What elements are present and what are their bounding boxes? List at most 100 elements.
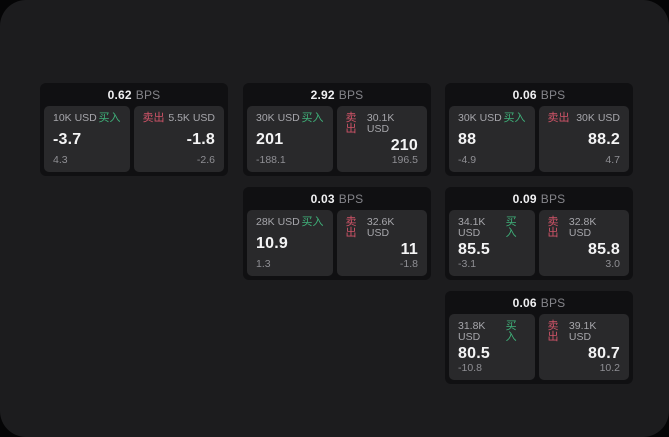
sell-quote-panel[interactable]: 卖出 39.1K USD 80.7 10.2 <box>538 314 629 380</box>
sell-delta-value: 10.2 <box>599 362 620 374</box>
sell-size-label: 30.1K USD <box>366 112 395 135</box>
buy-price-value: 10.9 <box>256 235 288 252</box>
bps-unit-label: BPS <box>338 87 364 102</box>
buy-size-label: 31.8K USD <box>458 320 486 343</box>
sell-side-label: 卖出 <box>547 112 570 124</box>
quote-panels: 28K USD 买入 10.9 1.3 卖出 32.6K USD 11 -1.8 <box>243 210 431 280</box>
sell-delta-value: 4.7 <box>605 154 620 166</box>
sell-quote-panel[interactable]: 卖出 32.8K USD 85.8 3.0 <box>538 210 629 276</box>
sell-size-label: 32.8K USD <box>568 216 597 239</box>
buy-delta-value: -4.9 <box>458 154 477 166</box>
buy-labels-row: 31.8K USD 买入 <box>458 321 526 343</box>
buy-price-value: -3.7 <box>53 131 82 148</box>
bps-value: 0.62 <box>107 87 132 102</box>
buy-price-value: 201 <box>256 131 284 148</box>
buy-price-value: 88 <box>458 131 477 148</box>
buy-quote-panel[interactable]: 31.8K USD 买入 80.5 -10.8 <box>449 314 535 380</box>
buy-labels-row: 30K USD 买入 <box>256 113 324 124</box>
sell-labels-row: 卖出 5.5K USD <box>143 113 216 124</box>
quote-panels: 30K USD 买入 88 -4.9 卖出 30K USD 88.2 4.7 <box>445 106 633 176</box>
buy-delta-value: -10.8 <box>458 362 482 374</box>
sell-delta-value: 3.0 <box>605 258 620 270</box>
buy-quote-panel[interactable]: 34.1K USD 买入 85.5 -3.1 <box>449 210 535 276</box>
sell-labels-row: 卖出 30K USD <box>548 113 621 124</box>
sell-side-label: 卖出 <box>142 112 165 124</box>
sell-price-value: -1.8 <box>186 131 215 148</box>
buy-delta-value: 1.3 <box>256 258 271 270</box>
buy-side-label: 买入 <box>301 216 324 228</box>
buy-side-label: 买入 <box>505 216 517 239</box>
sell-quote-panel[interactable]: 卖出 32.6K USD 11 -1.8 <box>336 210 427 276</box>
quote-panels: 30K USD 买入 201 -188.1 卖出 30.1K USD 210 1… <box>243 106 431 176</box>
bps-header: 0.06 BPS <box>445 83 633 106</box>
sell-price-value: 80.7 <box>588 344 620 362</box>
buy-labels-row: 30K USD 买入 <box>458 113 526 124</box>
buy-quote-panel[interactable]: 10K USD 买入 -3.7 4.3 <box>44 106 130 172</box>
sell-labels-row: 卖出 39.1K USD <box>548 321 621 343</box>
bps-value: 2.92 <box>310 87 335 102</box>
bps-value: 0.09 <box>512 191 537 206</box>
bps-unit-label: BPS <box>135 87 161 102</box>
buy-price-value: 80.5 <box>458 344 490 362</box>
buy-price-value: 85.5 <box>458 240 490 258</box>
quote-card: 0.62 BPS 10K USD 买入 -3.7 4.3 卖出 5.5K USD… <box>40 83 228 176</box>
bps-header: 0.09 BPS <box>445 187 633 210</box>
quote-card: 0.03 BPS 28K USD 买入 10.9 1.3 卖出 32.6K US… <box>243 187 431 280</box>
quote-card: 2.92 BPS 30K USD 买入 201 -188.1 卖出 30.1K … <box>243 83 431 176</box>
sell-labels-row: 卖出 32.6K USD <box>346 217 419 239</box>
bps-unit-label: BPS <box>540 191 566 206</box>
sell-delta-value: 196.5 <box>391 154 418 166</box>
bps-header: 0.62 BPS <box>40 83 228 106</box>
buy-size-label: 10K USD <box>53 112 97 124</box>
sell-delta-value: -2.6 <box>196 154 215 166</box>
buy-quote-panel[interactable]: 28K USD 买入 10.9 1.3 <box>247 210 333 276</box>
quote-card: 0.06 BPS 31.8K USD 买入 80.5 -10.8 卖出 39.1… <box>445 291 633 384</box>
sell-side-label: 卖出 <box>345 112 357 135</box>
buy-delta-value: 4.3 <box>53 154 68 166</box>
sell-price-value: 85.8 <box>588 240 620 258</box>
buy-side-label: 买入 <box>503 112 526 124</box>
bps-value: 0.06 <box>512 295 537 310</box>
buy-size-label: 30K USD <box>458 112 502 124</box>
bps-unit-label: BPS <box>540 295 566 310</box>
buy-labels-row: 10K USD 买入 <box>53 113 121 124</box>
buy-quote-panel[interactable]: 30K USD 买入 88 -4.9 <box>449 106 535 172</box>
buy-side-label: 买入 <box>98 112 121 124</box>
bps-value: 0.06 <box>512 87 537 102</box>
buy-delta-value: -188.1 <box>256 154 286 166</box>
sell-quote-panel[interactable]: 卖出 30.1K USD 210 196.5 <box>336 106 427 172</box>
quote-panels: 10K USD 买入 -3.7 4.3 卖出 5.5K USD -1.8 -2.… <box>40 106 228 176</box>
quote-card: 0.09 BPS 34.1K USD 买入 85.5 -3.1 卖出 32.8K… <box>445 187 633 280</box>
buy-size-label: 34.1K USD <box>458 216 486 239</box>
sell-quote-panel[interactable]: 卖出 5.5K USD -1.8 -2.6 <box>133 106 224 172</box>
sell-price-value: 11 <box>400 240 418 258</box>
buy-labels-row: 34.1K USD 买入 <box>458 217 526 239</box>
buy-size-label: 30K USD <box>256 112 300 124</box>
quote-panels: 34.1K USD 买入 85.5 -3.1 卖出 32.8K USD 85.8… <box>445 210 633 280</box>
sell-quote-panel[interactable]: 卖出 30K USD 88.2 4.7 <box>538 106 629 172</box>
buy-side-label: 买入 <box>505 320 517 343</box>
sell-size-label: 39.1K USD <box>568 320 597 343</box>
bps-value: 0.03 <box>310 191 335 206</box>
bps-header: 2.92 BPS <box>243 83 431 106</box>
sell-size-label: 30K USD <box>576 112 620 124</box>
buy-side-label: 买入 <box>301 112 324 124</box>
buy-size-label: 28K USD <box>256 216 300 228</box>
sell-size-label: 5.5K USD <box>168 112 215 124</box>
sell-size-label: 32.6K USD <box>366 216 395 239</box>
buy-quote-panel[interactable]: 30K USD 买入 201 -188.1 <box>247 106 333 172</box>
sell-price-value: 88.2 <box>588 131 620 148</box>
sell-side-label: 卖出 <box>345 216 357 239</box>
bps-unit-label: BPS <box>540 87 566 102</box>
sell-side-label: 卖出 <box>547 320 559 343</box>
sell-side-label: 卖出 <box>547 216 559 239</box>
quote-panels: 31.8K USD 买入 80.5 -10.8 卖出 39.1K USD 80.… <box>445 314 633 384</box>
bps-unit-label: BPS <box>338 191 364 206</box>
bps-header: 0.06 BPS <box>445 291 633 314</box>
sell-price-value: 210 <box>390 136 418 154</box>
quote-card: 0.06 BPS 30K USD 买入 88 -4.9 卖出 30K USD 8… <box>445 83 633 176</box>
bps-header: 0.03 BPS <box>243 187 431 210</box>
sell-labels-row: 卖出 32.8K USD <box>548 217 621 239</box>
buy-delta-value: -3.1 <box>458 258 477 270</box>
